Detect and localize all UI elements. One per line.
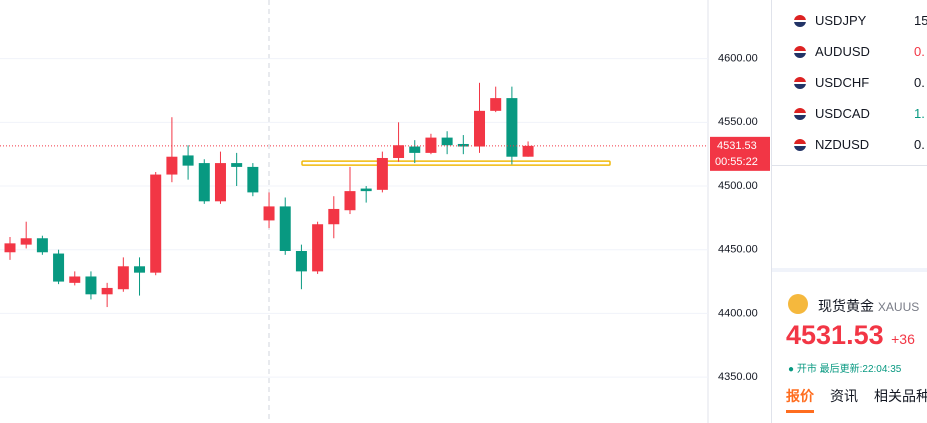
price: 0. <box>914 44 925 59</box>
candle-body <box>393 145 405 158</box>
price-tag <box>710 136 770 171</box>
divider <box>772 165 927 166</box>
symbol: USDCHF <box>815 75 870 90</box>
candle-body <box>279 206 291 251</box>
chart: 4350.00 4400.00 4450.00 4500.00 4550.00 4600.… <box>0 0 770 423</box>
quote-name: 现货黄金 XAUUS <box>818 296 919 316</box>
price: 0. <box>914 75 925 90</box>
candle-body <box>490 98 502 111</box>
status: ● 开市 最后更新:22:04:35 <box>788 364 902 375</box>
watch-row[interactable]: USDCHF 0. <box>772 68 927 99</box>
candle-body <box>312 224 324 272</box>
status-text: 开市 <box>796 364 817 375</box>
candle-body <box>247 166 259 193</box>
candle-body <box>53 253 65 282</box>
y-tick-label: 4550.00 <box>718 116 758 128</box>
tab[interactable]: 报价 <box>786 388 814 413</box>
price: 0. <box>914 137 925 152</box>
candle-body <box>344 191 356 211</box>
symbol: USDCAD <box>815 106 870 121</box>
candle-body <box>20 238 32 245</box>
countdown: 00:55:22 <box>715 156 758 168</box>
price: 1. <box>914 106 925 121</box>
tab[interactable]: 资讯 <box>830 388 858 404</box>
candle-body <box>134 266 146 273</box>
y-tick-label: 4400.00 <box>718 307 758 319</box>
symbol: NZDUSD <box>815 137 870 152</box>
candle-body <box>441 137 453 146</box>
candle-body <box>522 145 534 157</box>
candle-body <box>69 276 81 283</box>
watch-row[interactable]: AUDUSD 0. <box>772 37 927 68</box>
quote-price-wrap: 4531.53 +36 <box>786 320 915 351</box>
y-tick-label: 4450.00 <box>718 244 758 256</box>
candle-body <box>328 208 340 225</box>
flag-icon <box>794 46 806 58</box>
candle-body <box>214 163 226 202</box>
candle-body <box>4 243 16 253</box>
quote-box: 现货黄金 XAUUS 4531.53 +36 ● 开市 最后更新:22:04:3… <box>772 268 927 423</box>
candle-body <box>425 137 437 153</box>
candle-body <box>263 206 275 221</box>
candle-body <box>198 163 210 202</box>
candle-body <box>409 146 421 153</box>
flag-icon <box>794 108 806 120</box>
updated-text: 最后更新:22:04:35 <box>819 364 902 375</box>
y-tick-label: 4350.00 <box>718 371 758 383</box>
y-tick-label: 4500.00 <box>718 180 758 192</box>
watch-row[interactable]: NZDUSD 0. <box>772 130 927 161</box>
drawn-level <box>301 160 611 166</box>
y-tick-label: 4600.00 <box>718 53 758 65</box>
tab[interactable]: 相关品种 <box>874 388 927 404</box>
price: 15 <box>914 13 927 28</box>
watch-row[interactable]: USDJPY 15 <box>772 6 927 37</box>
quote-change: +36 <box>891 331 915 347</box>
flag-icon <box>794 77 806 89</box>
candle-body <box>150 174 162 273</box>
candle-body <box>360 188 372 192</box>
tabs: 报价 资讯 相关品种 <box>786 386 927 413</box>
candle-body <box>85 276 97 295</box>
flag-icon <box>794 139 806 151</box>
code: XAUUS <box>877 300 920 314</box>
quote-price: 4531.53 <box>786 320 884 350</box>
candle-body <box>36 238 48 253</box>
candle-body <box>376 157 388 190</box>
symbol: AUDUSD <box>815 44 870 59</box>
candle-body <box>231 163 243 167</box>
watch-row[interactable]: USDCAD 1. <box>772 99 927 130</box>
candle-body <box>101 287 113 295</box>
candle-body <box>474 110 486 147</box>
price-tag-text: 4531.53 <box>717 140 757 152</box>
candle-body <box>182 155 194 166</box>
symbol: USDJPY <box>815 13 867 28</box>
flag-icon <box>794 15 806 27</box>
side-panel: USDJPY 15 AUDUSD 0. USDCHF 0. USDCAD 1. NZDUSD 0.… <box>771 0 927 423</box>
candle-body <box>166 156 178 175</box>
gold-icon <box>788 294 808 314</box>
candle-body <box>506 98 518 157</box>
name: 现货黄金 <box>818 298 874 314</box>
candle-body <box>295 250 307 272</box>
candle-body <box>117 266 129 290</box>
candle-body <box>457 143 469 147</box>
